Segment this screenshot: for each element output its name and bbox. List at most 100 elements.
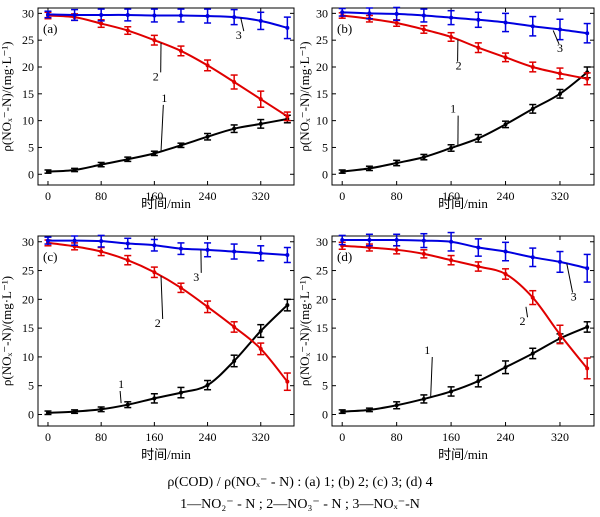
curve-label: 1	[450, 102, 456, 116]
x-tick-label: 80	[391, 430, 403, 444]
data-point	[394, 161, 399, 166]
data-point	[340, 169, 345, 174]
data-point	[557, 27, 562, 32]
data-point	[205, 247, 210, 252]
data-point	[152, 151, 157, 156]
x-tick-label: 0	[339, 430, 345, 444]
y-axis-label: ρ(NOₓ⁻-N)/(mg·L⁻¹)	[297, 276, 312, 386]
data-point	[125, 258, 130, 263]
y-tick-label: 20	[22, 60, 34, 74]
y-tick-label: 10	[22, 114, 34, 128]
x-tick-label: 320	[551, 430, 569, 444]
data-point	[232, 126, 237, 131]
y-tick-label: 5	[28, 379, 34, 393]
data-point	[72, 167, 77, 172]
curve-label: 2	[155, 316, 161, 330]
series-3	[44, 8, 291, 40]
data-point	[476, 264, 481, 269]
y-tick-label: 15	[316, 87, 328, 101]
curve-label-leader	[160, 276, 164, 319]
data-point	[258, 121, 263, 126]
data-point	[178, 143, 183, 148]
data-point	[125, 157, 130, 162]
data-point	[72, 12, 77, 17]
data-point	[530, 106, 535, 111]
data-point	[99, 12, 104, 17]
panel-label: (a)	[43, 21, 57, 36]
data-point	[421, 27, 426, 32]
data-point	[557, 71, 562, 76]
data-point	[125, 28, 130, 33]
data-point	[476, 17, 481, 22]
data-point	[178, 246, 183, 251]
x-tick-label: 240	[497, 189, 515, 203]
x-tick-label: 80	[95, 189, 107, 203]
data-point	[503, 20, 508, 25]
data-point	[125, 402, 130, 407]
data-point	[340, 238, 345, 243]
data-point	[99, 407, 104, 412]
x-tick-label: 320	[252, 430, 270, 444]
data-point	[258, 97, 263, 102]
x-tick-label: 0	[339, 189, 345, 203]
curve-label-leader	[119, 390, 122, 404]
y-tick-label: 25	[22, 264, 34, 278]
y-tick-label: 25	[316, 33, 328, 47]
x-tick-label: 0	[45, 430, 51, 444]
x-tick-label: 240	[199, 430, 217, 444]
curve-label-leader	[552, 30, 560, 45]
data-point	[125, 12, 130, 17]
y-tick-label: 15	[22, 321, 34, 335]
data-point	[205, 63, 210, 68]
curve-label: 2	[520, 314, 526, 328]
x-axis-label: 时间/min	[141, 196, 191, 211]
curve-label-leader	[430, 357, 433, 398]
curve-label: 2	[153, 69, 159, 83]
y-tick-label: 5	[322, 140, 328, 154]
data-point	[476, 45, 481, 50]
data-point	[557, 332, 562, 337]
chart-panel-2: 0 80 160 240 320 0 5 10 15 20 25 30 时间/min ρ(NOₓ⁻-N)/…	[297, 6, 595, 211]
data-point	[178, 285, 183, 290]
series-line	[342, 326, 588, 413]
data-point	[530, 255, 535, 260]
curve-label-leader	[525, 306, 529, 318]
data-point	[421, 396, 426, 401]
data-point	[45, 410, 50, 415]
caption-line-1: ρ(COD) / ρ(NOₓ⁻ - N) : (a) 1; (b) 2; (c)…	[167, 475, 433, 490]
data-point	[421, 155, 426, 160]
y-tick-label: 25	[316, 264, 328, 278]
data-point	[449, 239, 454, 244]
data-point	[45, 169, 50, 174]
data-point	[394, 238, 399, 243]
plot-frame	[331, 7, 595, 186]
data-point	[285, 114, 290, 119]
data-point	[530, 24, 535, 29]
y-tick-label: 0	[28, 407, 34, 421]
data-point	[258, 18, 263, 23]
y-tick-label: 30	[22, 6, 34, 20]
series-3	[44, 234, 291, 264]
data-point	[394, 21, 399, 26]
data-point	[152, 13, 157, 18]
series-line	[47, 304, 289, 414]
data-point	[45, 12, 50, 17]
y-tick-label: 10	[316, 350, 328, 364]
data-point	[367, 407, 372, 412]
curve-label: 2	[456, 59, 462, 73]
data-point	[232, 324, 237, 329]
data-point	[367, 166, 372, 171]
y-tick-label: 20	[316, 292, 328, 306]
data-point	[421, 13, 426, 18]
series-line	[342, 238, 588, 270]
data-point	[585, 266, 590, 271]
series-2	[44, 11, 291, 122]
curve-label: 1	[424, 343, 430, 357]
curve-label: 1	[161, 91, 167, 105]
y-tick-label: 5	[322, 379, 328, 393]
x-tick-label: 240	[497, 430, 515, 444]
x-tick-label: 160	[145, 189, 163, 203]
data-point	[557, 259, 562, 264]
series-1	[44, 298, 291, 416]
data-point	[557, 91, 562, 96]
